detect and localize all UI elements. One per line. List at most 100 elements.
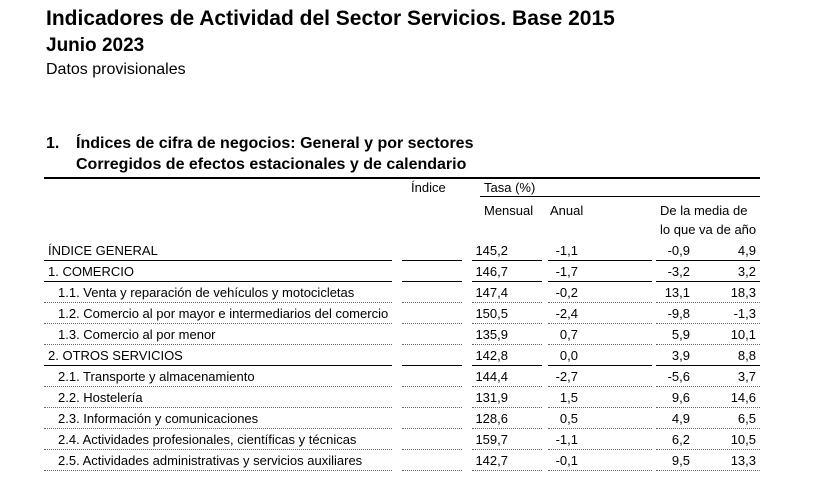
row-label: 2. OTROS SERVICIOS — [48, 348, 183, 363]
cell-mensual: -1,1 — [555, 243, 578, 258]
row-divider — [548, 407, 652, 408]
cell-indice: 142,8 — [475, 348, 508, 363]
cell-anual: 4,9 — [671, 411, 690, 426]
table-row: 2.4. Actividades profesionales, científi… — [44, 429, 760, 450]
row-divider — [44, 407, 392, 408]
cell-anual: -0,9 — [667, 243, 690, 258]
cell-mensual: 0,0 — [559, 348, 578, 363]
row-label: 1.2. Comercio al por mayor e intermediar… — [58, 306, 389, 321]
row-divider — [402, 302, 462, 303]
table-row: 2.2. Hostelería 131,9 1,5 9,6 14,6 — [44, 387, 760, 408]
row-label: 1.3. Comercio al por menor — [58, 327, 216, 342]
table-row: 1.2. Comercio al por mayor e intermediar… — [44, 303, 760, 324]
cell-indice: 142,7 — [475, 453, 508, 468]
cell-indice: 128,6 — [475, 411, 508, 426]
cell-mensual: -1,7 — [555, 264, 578, 279]
cell-anual: 13,1 — [664, 285, 690, 300]
row-divider — [472, 470, 542, 471]
row-divider — [402, 449, 462, 450]
page-subtitle: Junio 2023 — [46, 35, 145, 56]
section-title: Índices de cifra de negocios: General y … — [76, 135, 474, 152]
row-divider — [656, 428, 760, 429]
cell-media: 10,1 — [730, 327, 756, 342]
cell-media: -1,3 — [733, 306, 756, 321]
row-divider — [548, 323, 652, 324]
row-divider — [548, 281, 652, 282]
row-divider — [656, 260, 760, 261]
row-divider — [402, 386, 462, 387]
cell-media: 3,7 — [737, 369, 756, 384]
cell-media: 13,3 — [730, 453, 756, 468]
column-header-mensual: Mensual — [484, 203, 534, 218]
cell-media: 14,6 — [730, 390, 756, 405]
row-divider — [656, 281, 760, 282]
column-header-indice: Índice — [411, 180, 446, 195]
cell-indice: 131,9 — [475, 390, 508, 405]
row-label: 1. COMERCIO — [48, 264, 134, 279]
column-header-media-line2: lo que va de año — [660, 222, 757, 237]
row-divider — [44, 365, 392, 366]
row-divider — [548, 302, 652, 303]
cell-indice: 135,9 — [475, 327, 508, 342]
row-divider — [656, 470, 760, 471]
row-label: 1.1. Venta y reparación de vehículos y m… — [58, 285, 355, 300]
cell-indice: 146,7 — [475, 264, 508, 279]
row-label: 2.4. Actividades profesionales, científi… — [58, 432, 357, 447]
cell-mensual: -0,1 — [555, 453, 578, 468]
row-divider — [44, 428, 392, 429]
section-number: 1. — [46, 135, 60, 152]
row-divider — [548, 428, 652, 429]
row-divider — [472, 386, 542, 387]
row-divider — [548, 449, 652, 450]
row-divider — [472, 449, 542, 450]
row-divider — [656, 302, 760, 303]
cell-media: 10,5 — [730, 432, 756, 447]
cell-mensual: 0,5 — [559, 411, 578, 426]
column-header-media: De la media de — [660, 203, 748, 218]
cell-media: 8,8 — [737, 348, 756, 363]
table-row: 1. COMERCIO 146,7 -1,7 -3,2 3,2 — [44, 261, 760, 282]
row-divider — [472, 428, 542, 429]
cell-anual: -5,6 — [667, 369, 690, 384]
cell-anual: 3,9 — [671, 348, 690, 363]
row-divider — [656, 449, 760, 450]
row-label: 2.2. Hostelería — [58, 390, 143, 405]
cell-anual: 9,6 — [671, 390, 690, 405]
cell-media: 18,3 — [730, 285, 756, 300]
cell-mensual: -1,1 — [555, 432, 578, 447]
row-divider — [402, 428, 462, 429]
row-divider — [472, 407, 542, 408]
cell-mensual: 1,5 — [559, 390, 578, 405]
row-divider — [656, 407, 760, 408]
cell-media: 4,9 — [737, 243, 756, 258]
tasa-header-rule — [480, 196, 760, 197]
row-divider — [472, 302, 542, 303]
row-divider — [44, 344, 392, 345]
row-divider — [402, 407, 462, 408]
row-divider — [44, 302, 392, 303]
cell-indice: 145,2 — [475, 243, 508, 258]
cell-anual: 9,5 — [671, 453, 690, 468]
column-header-anual: Anual — [550, 203, 584, 218]
row-divider — [402, 281, 462, 282]
data-note: Datos provisionales — [46, 61, 186, 78]
cell-indice: 159,7 — [475, 432, 508, 447]
cell-mensual: 0,7 — [559, 327, 578, 342]
row-label: ÍNDICE GENERAL — [48, 243, 158, 258]
row-label: 2.1. Transporte y almacenamiento — [58, 369, 255, 384]
page-title: Indicadores de Actividad del Sector Serv… — [46, 7, 615, 30]
row-divider — [656, 344, 760, 345]
table-row: 1.1. Venta y reparación de vehículos y m… — [44, 282, 760, 303]
column-header-tasa: Tasa (%) — [484, 180, 536, 195]
cell-media: 6,5 — [737, 411, 756, 426]
cell-mensual: -0,2 — [555, 285, 578, 300]
row-divider — [402, 344, 462, 345]
cell-media: 3,2 — [737, 264, 756, 279]
row-divider — [472, 344, 542, 345]
table-row: 2. OTROS SERVICIOS 142,8 0,0 3,9 8,8 — [44, 345, 760, 366]
row-divider — [44, 449, 392, 450]
row-divider — [472, 281, 542, 282]
cell-anual: 6,2 — [671, 432, 690, 447]
table-row: 1.3. Comercio al por menor 135,9 0,7 5,9 10,… — [44, 324, 760, 345]
row-divider — [44, 281, 392, 282]
